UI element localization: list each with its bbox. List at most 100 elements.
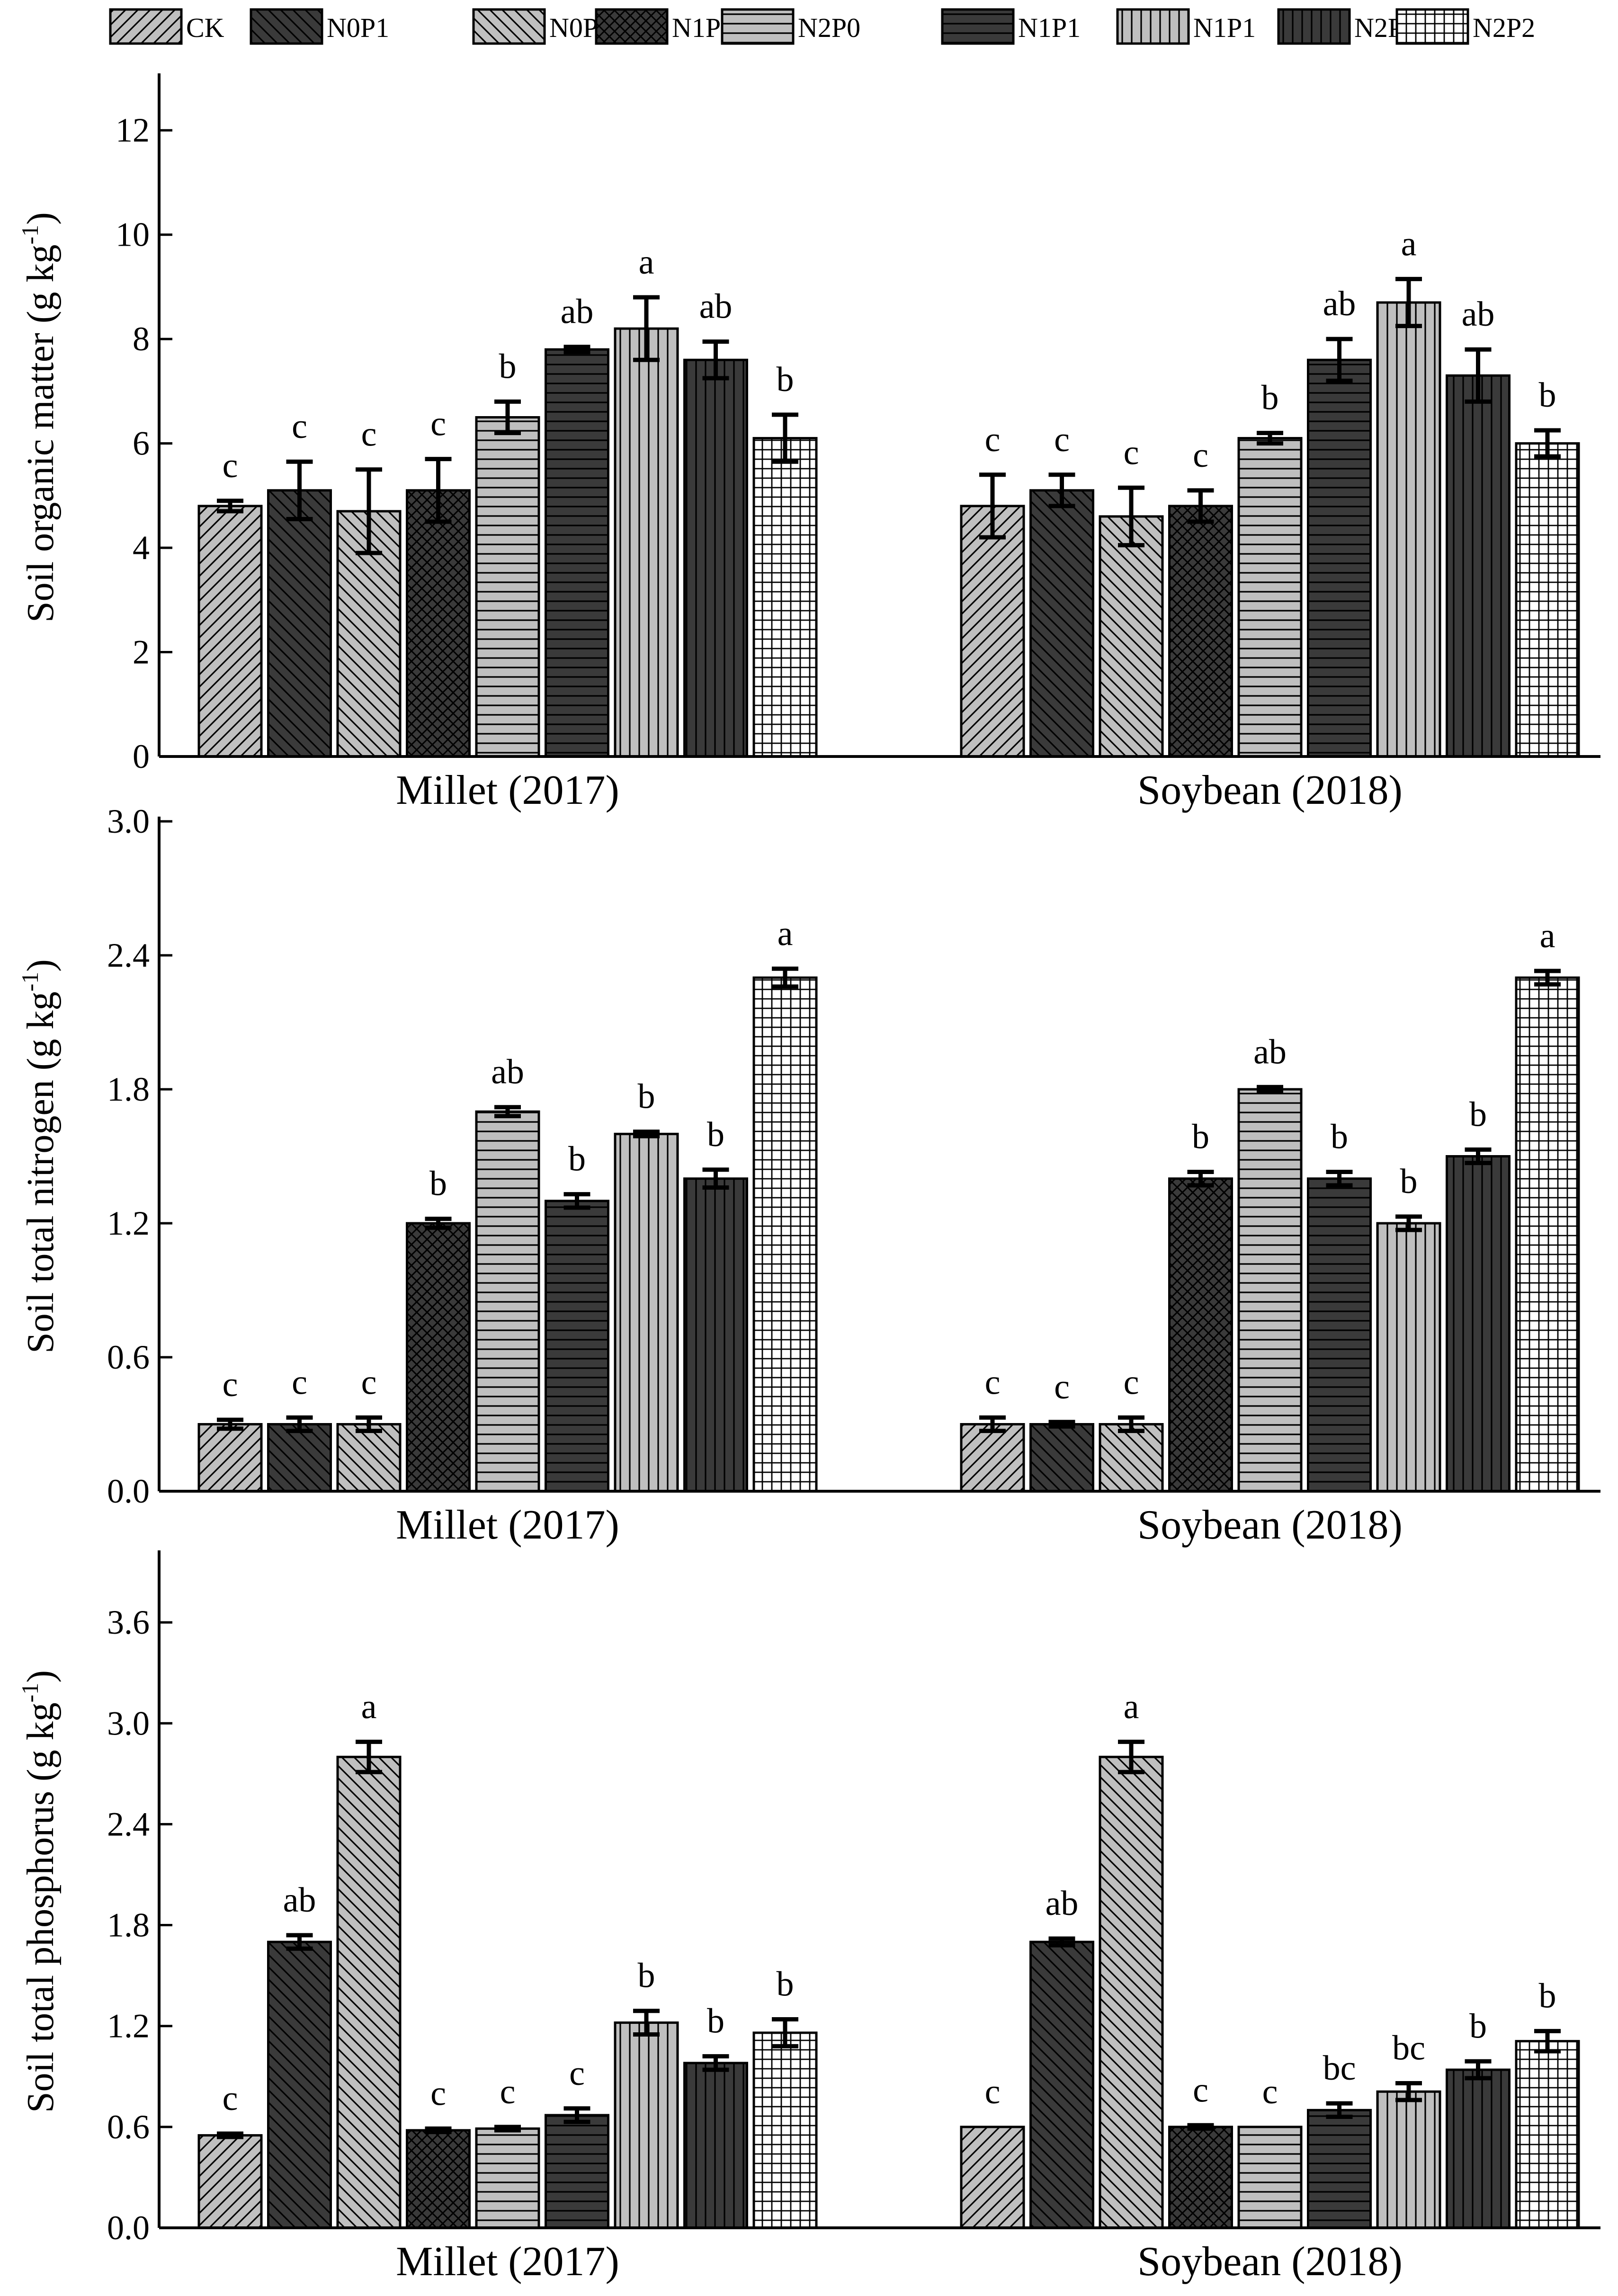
significance-letter: a [639,243,654,282]
significance-letter: b [638,1957,655,1995]
bar-n0p1 [1029,489,1094,758]
y-tick-label: 1.8 [107,1906,150,1944]
legend: CK N0P1 N0P2 N1P0 N2P0 N1P1 N1P1 N2P1 N2P2 [109,8,1535,45]
significance-letter: c [985,420,1001,459]
significance-letter: b [777,360,794,399]
significance-letter: b [1331,1118,1348,1157]
significance-letter: ab [1323,285,1356,323]
bar-n1p1 [545,2114,609,2229]
bar-ck [197,1423,263,1493]
bar-n2p0 [475,2127,540,2229]
bar-n2p2 [1515,976,1580,1493]
bar-group-1: c c c c b ab a ab b [197,243,818,758]
bar-n1p1 [614,1132,679,1493]
bar-n2p1 [1446,2068,1511,2229]
legend-swatch-n0p2 [472,8,546,45]
bar-n0p1 [267,1940,332,2229]
legend-swatch-n1p1 [1116,8,1190,45]
bar-n2p0 [475,1110,540,1493]
significance-letter: b [777,1965,794,2003]
bar-ck [197,2134,263,2229]
y-tick-label: 0.6 [107,1338,150,1376]
significance-letter: a [1401,224,1417,263]
bar-n0p1 [267,489,332,758]
significance-letter: c [1262,2073,1278,2111]
significance-letter: a [778,914,793,953]
significance-letter: b [1261,379,1279,418]
significance-letter: bc [1323,2049,1356,2088]
bar-ck [960,1423,1025,1493]
significance-letter: c [1124,433,1139,472]
significance-letter: a [1124,1687,1139,1726]
bar-n2p1 [1446,374,1511,758]
x-category-label: Soybean (2018) [1137,767,1403,813]
legend-label: CK [186,12,224,43]
significance-letter: c [569,2054,585,2093]
significance-letter: c [361,415,377,454]
y-tick-label: 1.8 [107,1070,150,1108]
bar-n1p1 [614,327,679,758]
bar-n2p2 [752,437,818,758]
bar-n2p0 [475,416,540,758]
bar-ck [960,2126,1025,2229]
bar-group-1: c ab a c c c b b b [197,1687,818,2229]
legend-label: N1P1 [1193,12,1256,43]
chart-panel-3: 0.0 0.6 1.2 1.8 2.4 3.0 3.6 Soil total phosphor… [17,1550,1600,2285]
legend-label: N2P2 [1473,12,1535,43]
significance-letter: b [638,1077,655,1116]
bar-n1p1 [614,2021,679,2229]
significance-letter: c [1193,436,1208,475]
y-axis-label: Soil total phosphorus (g kg-1) [17,1670,62,2113]
bar-n1p0 [1168,1177,1233,1493]
y-tick-label: 1.2 [107,1204,150,1242]
significance-letter: c [985,2073,1001,2111]
y-tick-label: 6 [133,425,150,463]
y-tick-label: 10 [116,216,150,254]
bar-n1p1 [545,348,609,758]
legend-swatch-n1p1 [941,8,1015,45]
legend-label: N1P1 [1018,12,1081,43]
bar-n1p1 [1307,358,1372,758]
bar-group-2: c c c c b ab a ab b [960,224,1580,758]
bar-n2p0 [1237,1088,1303,1493]
significance-letter: ab [1462,295,1495,334]
bar-n1p0 [1168,505,1233,758]
significance-letter: c [1054,1368,1070,1406]
significance-letter: ab [699,287,733,326]
y-tick-label: 0 [133,738,150,775]
x-category-label: Millet (2017) [396,767,619,813]
significance-letter: a [361,1687,377,1726]
bar-n1p0 [406,489,471,758]
bar-ck [960,505,1025,758]
significance-letter: ab [1046,1884,1079,1923]
chart-panel-2: 0.0 0.6 1.2 1.8 2.4 3.0 Soil total nitrogen (g… [17,802,1600,1548]
bar-group-2: c c c b ab b b b a [960,917,1580,1493]
bar-n1p1 [1376,2090,1441,2229]
bar-n1p0 [406,1222,471,1493]
y-tick-label: 0.0 [107,2209,150,2247]
bar-n0p1 [1029,1423,1094,1493]
bar-n0p2 [1099,515,1164,758]
y-tick-label: 3.0 [107,1704,150,1742]
significance-letter: b [1469,2007,1487,2046]
y-tick-label: 12 [116,111,150,149]
significance-letter: b [1400,1162,1418,1201]
bar-ck [197,505,263,758]
y-tick-label: 3.6 [107,1603,150,1641]
significance-letter: c [1193,2071,1208,2109]
significance-letter: ab [283,1881,316,1920]
significance-letter: b [1192,1118,1209,1157]
legend-swatch-n2p0 [721,8,795,45]
x-category-label: Millet (2017) [396,2239,619,2285]
bar-n0p2 [336,1423,402,1493]
bar-n2p0 [1237,2126,1303,2229]
bar-n1p1 [545,1200,609,1493]
bar-group-1: c c c b ab b b b a [197,914,818,1493]
significance-letter: c [430,405,446,444]
legend-swatch-n2p1 [1277,8,1351,45]
significance-letter: b [1539,376,1556,415]
significance-letter: c [361,1363,377,1402]
significance-letter: ab [1253,1032,1287,1071]
